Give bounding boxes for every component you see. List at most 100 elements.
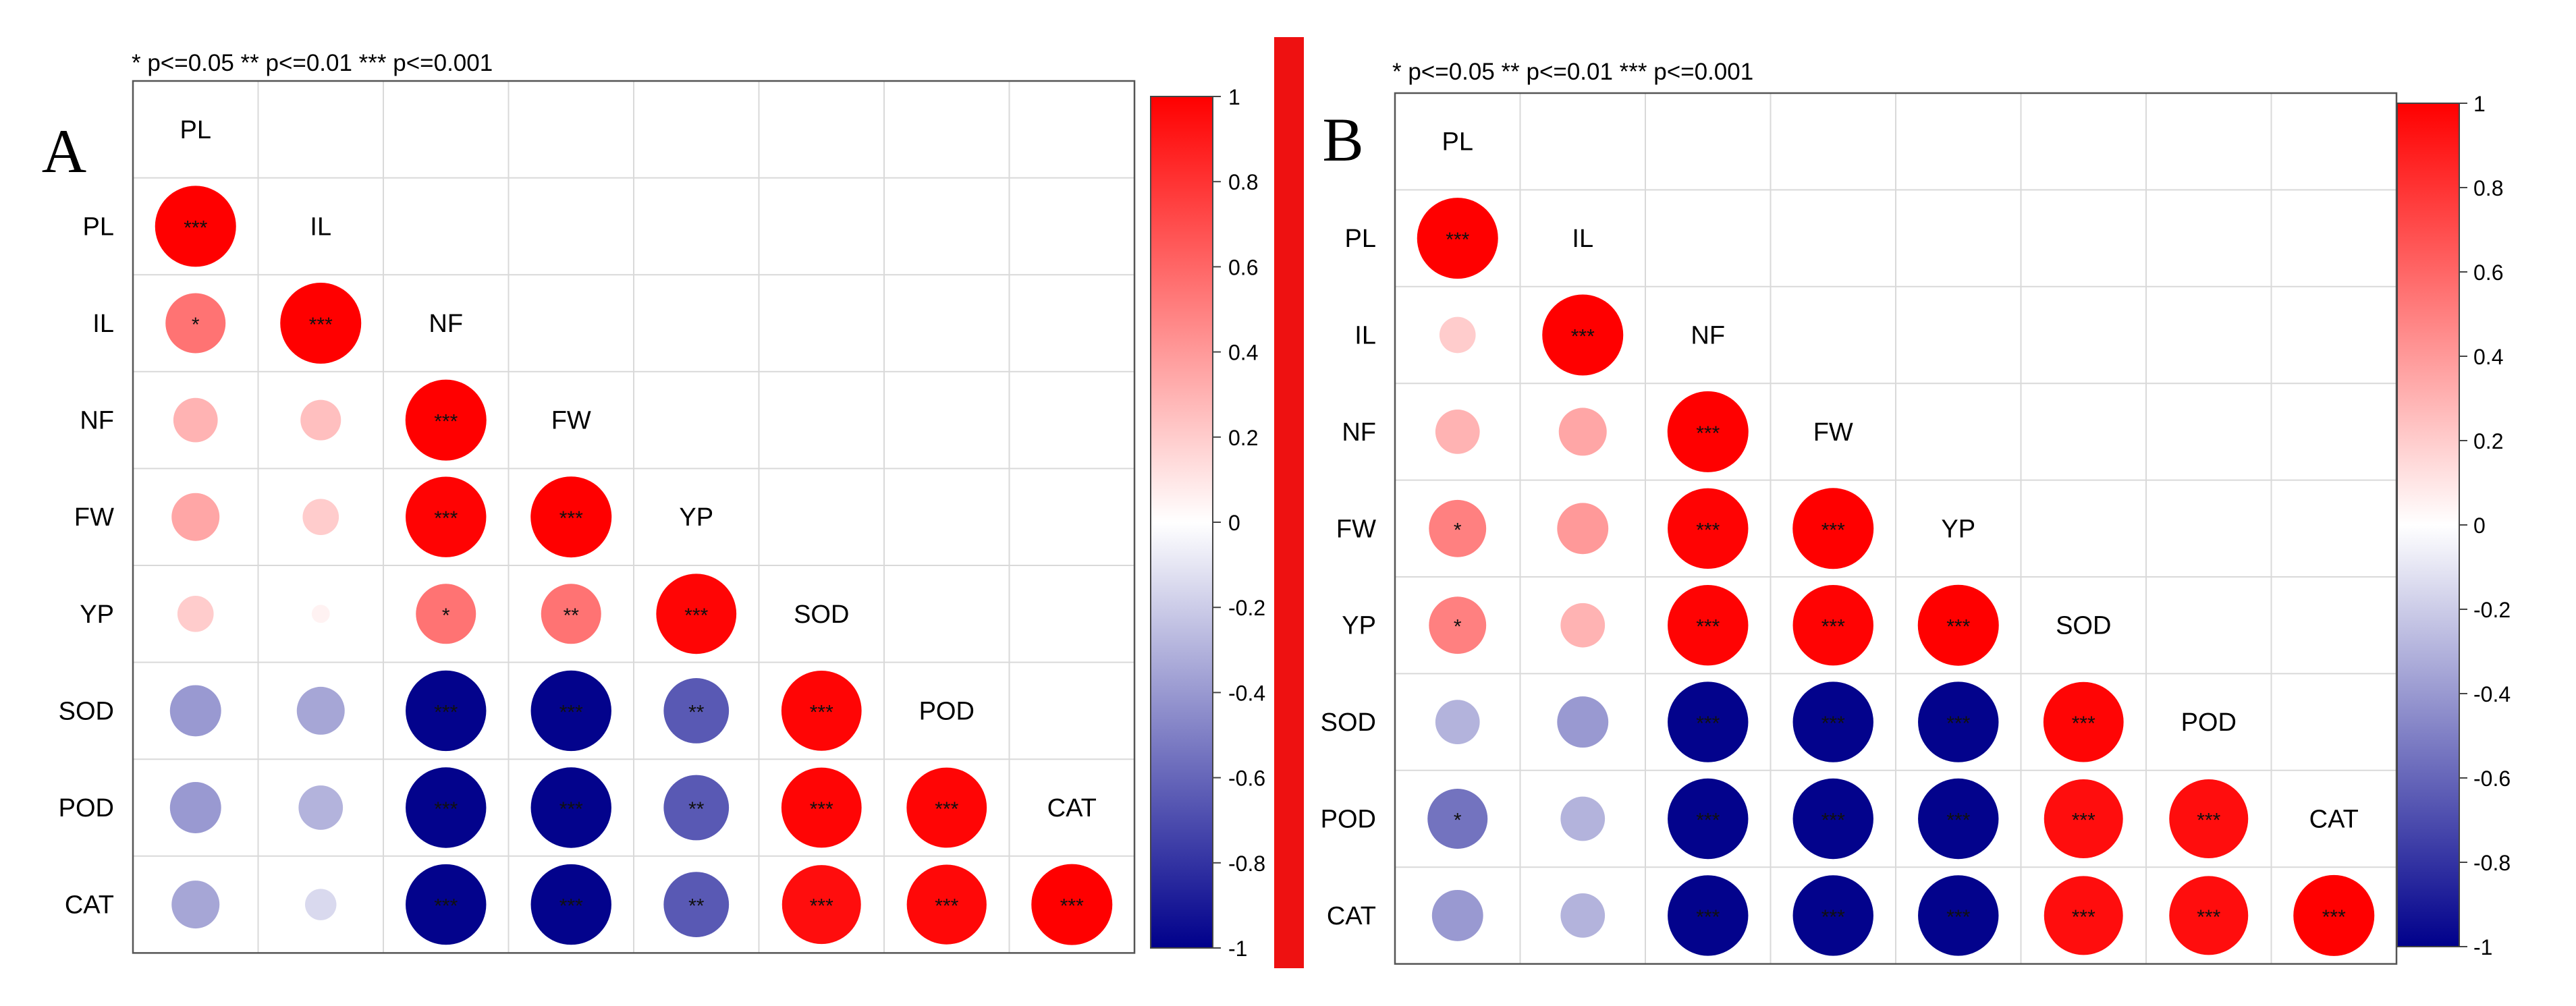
- correlation-circle-cat-pod: [2169, 876, 2249, 955]
- column-label-sod: SOD: [794, 600, 849, 629]
- correlation-circle-cat-il: [305, 889, 337, 920]
- colorbar-tick-label: 1: [1228, 85, 1240, 109]
- correlation-circle-sod-il: [296, 686, 345, 735]
- significance-marker: ***: [559, 895, 583, 918]
- significance-marker: ***: [1696, 616, 1720, 638]
- correlation-circle-pl-pl: [1417, 198, 1498, 279]
- panel-separator: [1274, 37, 1304, 968]
- correlation-circle-nf-nf: [405, 379, 487, 461]
- column-label-sod: SOD: [2056, 612, 2111, 640]
- colorbar-tick-label: -0.4: [1228, 681, 1265, 705]
- row-label-fw: FW: [1336, 515, 1376, 543]
- significance-marker: ***: [1946, 906, 1970, 928]
- row-label-yp: YP: [1342, 612, 1376, 640]
- correlation-circle-cat-cat: [1031, 864, 1113, 945]
- correlation-circle-sod-pl: [1435, 700, 1480, 744]
- significance-marker: ***: [434, 798, 458, 820]
- row-label-nf: NF: [1342, 418, 1376, 447]
- significance-marker: **: [688, 701, 705, 723]
- grid: [1395, 93, 2397, 964]
- colorbar-gradient: [1150, 96, 1213, 949]
- significance-marker: ***: [1821, 519, 1845, 541]
- correlation-circle-pod-fw: [1792, 778, 1873, 860]
- correlation-circle-cat-sod: [782, 865, 861, 945]
- correlation-circle-yp-fw: [541, 584, 601, 644]
- significance-marker: *: [1454, 616, 1462, 638]
- correlation-circle-fw-il: [1557, 503, 1609, 555]
- row-label-sod: SOD: [1321, 708, 1376, 737]
- correlation-circle-cat-il: [1560, 893, 1606, 938]
- colorbar-tick-label: 0.2: [2473, 429, 2503, 453]
- significance-marker: ***: [1821, 712, 1845, 735]
- column-label-cat: CAT: [2309, 806, 2359, 834]
- significance-marker: ***: [1696, 712, 1720, 735]
- plot-frame: [132, 80, 1136, 954]
- row-label-cat: CAT: [65, 891, 114, 920]
- correlation-circle-yp-il: [311, 605, 330, 623]
- significance-marker: ***: [559, 507, 583, 530]
- correlation-circle-pl-pl: [155, 186, 236, 267]
- colorbar-tick-label: 1: [2473, 92, 2486, 116]
- correlation-circle-yp-nf: [416, 584, 476, 644]
- row-label-il: IL: [1354, 322, 1376, 350]
- correlation-circle-pod-pl: [169, 782, 221, 833]
- correlation-circle-fw-fw: [530, 476, 612, 558]
- correlation-circle-yp-pl: [1429, 596, 1487, 654]
- correlation-circle-yp-pl: [177, 595, 214, 632]
- colorbar: 1 0.8 0.6 0.4 0.2 0 -0.2 -0.4 -0.6 -0.8 -1: [2396, 92, 2511, 959]
- row-label-pod: POD: [59, 794, 114, 822]
- correlation-circle-il-il: [280, 283, 362, 364]
- column-label-nf: NF: [1691, 322, 1725, 350]
- correlation-circle-il-pl: [1439, 316, 1476, 354]
- row-label-pl: PL: [1345, 225, 1376, 253]
- correlation-circle-yp-il: [1560, 603, 1606, 648]
- column-label-nf: NF: [429, 310, 463, 338]
- significance-marker: ***: [1696, 810, 1720, 832]
- correlation-circle-pod-pod: [2169, 779, 2249, 858]
- significance-marker: ***: [935, 798, 958, 820]
- row-label-pod: POD: [1321, 806, 1376, 834]
- colorbar-gradient: [2396, 103, 2460, 947]
- colorbar-tick-label: 0.8: [2473, 176, 2503, 200]
- colorbar-tick-label: -0.8: [2473, 851, 2511, 875]
- row-label-nf: NF: [80, 407, 114, 435]
- significance-marker: **: [688, 798, 705, 820]
- correlation-circle-il-pl: [165, 293, 226, 354]
- correlation-circle-pod-yp: [1918, 778, 1999, 860]
- significance-marker: ***: [1571, 326, 1595, 348]
- correlation-circle-cat-pl: [171, 881, 220, 929]
- correlation-circle-nf-il: [300, 399, 341, 441]
- correlation-circle-fw-pl: [171, 493, 220, 541]
- correlation-circle-sod-fw: [1792, 681, 1873, 762]
- correlation-circle-pod-nf: [406, 767, 487, 848]
- correlation-circle-pod-sod: [781, 767, 862, 848]
- correlation-circle-sod-sod: [2043, 681, 2124, 762]
- correlation-circle-yp-yp: [656, 574, 737, 654]
- colorbar-tick-label: -0.4: [2473, 682, 2511, 706]
- significance-marker: **: [688, 895, 705, 918]
- correlation-circle-yp-yp: [1917, 584, 1999, 666]
- colorbar-tick-label: -1: [1228, 937, 1247, 961]
- column-label-pl: PL: [180, 116, 211, 144]
- correlation-circle-cat-pod: [906, 864, 987, 945]
- significance-marker: ***: [2072, 810, 2095, 832]
- significance-marker: ***: [184, 217, 207, 239]
- correlation-circle-cat-cat: [2293, 874, 2375, 956]
- significance-marker: ***: [1696, 519, 1720, 541]
- panel-B: B * p<=0.05 ** p<=0.01 *** p<=0.001 PL IL NF…: [1321, 59, 2511, 965]
- significance-marker: ***: [1696, 422, 1720, 445]
- significance-marker: ***: [2072, 906, 2095, 928]
- panel-A: A * p<=0.05 ** p<=0.01 *** p<=0.001 PL IL NF…: [42, 50, 1265, 961]
- colorbar-tick-label: 0.2: [1228, 426, 1258, 450]
- colorbar-tick-label: -0.8: [1228, 851, 1265, 876]
- significance-marker: ***: [2072, 712, 2095, 735]
- column-label-yp: YP: [1941, 515, 1975, 543]
- significance-legend: * p<=0.05 ** p<=0.01 *** p<=0.001: [132, 50, 493, 76]
- significance-marker: ***: [434, 411, 458, 433]
- correlation-circle-sod-nf: [406, 670, 487, 752]
- correlation-circle-sod-sod: [781, 671, 862, 751]
- correlation-circle-pod-pl: [1427, 789, 1488, 849]
- significance-marker: ***: [1821, 616, 1845, 638]
- panel-label: B: [1322, 105, 1363, 174]
- correlation-circle-pod-il: [1560, 796, 1606, 841]
